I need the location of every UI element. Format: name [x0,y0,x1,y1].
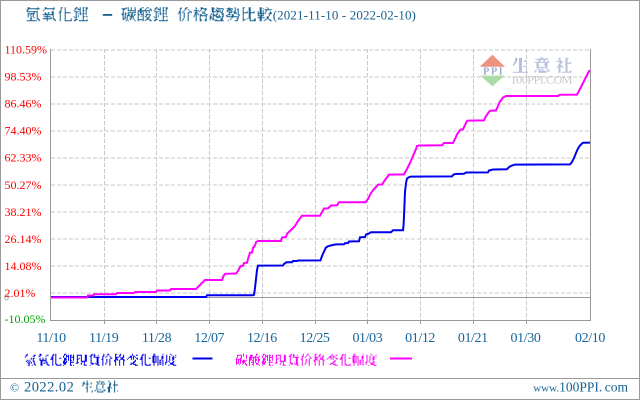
svg-text:01/30: 01/30 [511,331,541,346]
svg-text:12/25: 12/25 [300,331,330,346]
svg-text:38.21%: 38.21% [5,205,42,219]
svg-text:-10.05%: -10.05% [5,312,46,326]
svg-text:2022.02: 2022.02 [24,380,74,396]
svg-text:26.14%: 26.14% [5,232,42,246]
svg-text:86.46%: 86.46% [5,97,42,111]
svg-text:12/07: 12/07 [194,331,224,346]
svg-text:www.100PPI.com: www.100PPI. com [533,380,628,395]
svg-text:100PPI.COM: 100PPI.COM [511,73,573,87]
svg-text:01/12: 01/12 [405,331,435,346]
svg-text:11/19: 11/19 [89,331,119,346]
svg-text:PPI: PPI [483,67,504,78]
svg-text:11/28: 11/28 [142,331,172,346]
svg-text:01/21: 01/21 [458,331,488,346]
svg-text:02/10: 02/10 [575,331,605,346]
svg-text:(2021-11-10 - 2022-02-10): (2021-11-10 - 2022-02-10) [273,8,416,23]
svg-text:74.40%: 74.40% [5,124,42,138]
svg-text:50.27%: 50.27% [5,178,42,192]
svg-text:11/10: 11/10 [36,331,66,346]
svg-text:14.08%: 14.08% [5,259,42,273]
svg-text:0: 0 [4,293,9,304]
svg-text:12/16: 12/16 [247,331,277,346]
svg-text:01/03: 01/03 [352,331,382,346]
svg-text:2.01%: 2.01% [5,286,36,300]
svg-text:110.59%: 110.59% [5,42,48,56]
svg-text:©: © [10,381,19,395]
svg-text:62.33%: 62.33% [5,151,42,165]
svg-text:98.53%: 98.53% [5,69,42,83]
